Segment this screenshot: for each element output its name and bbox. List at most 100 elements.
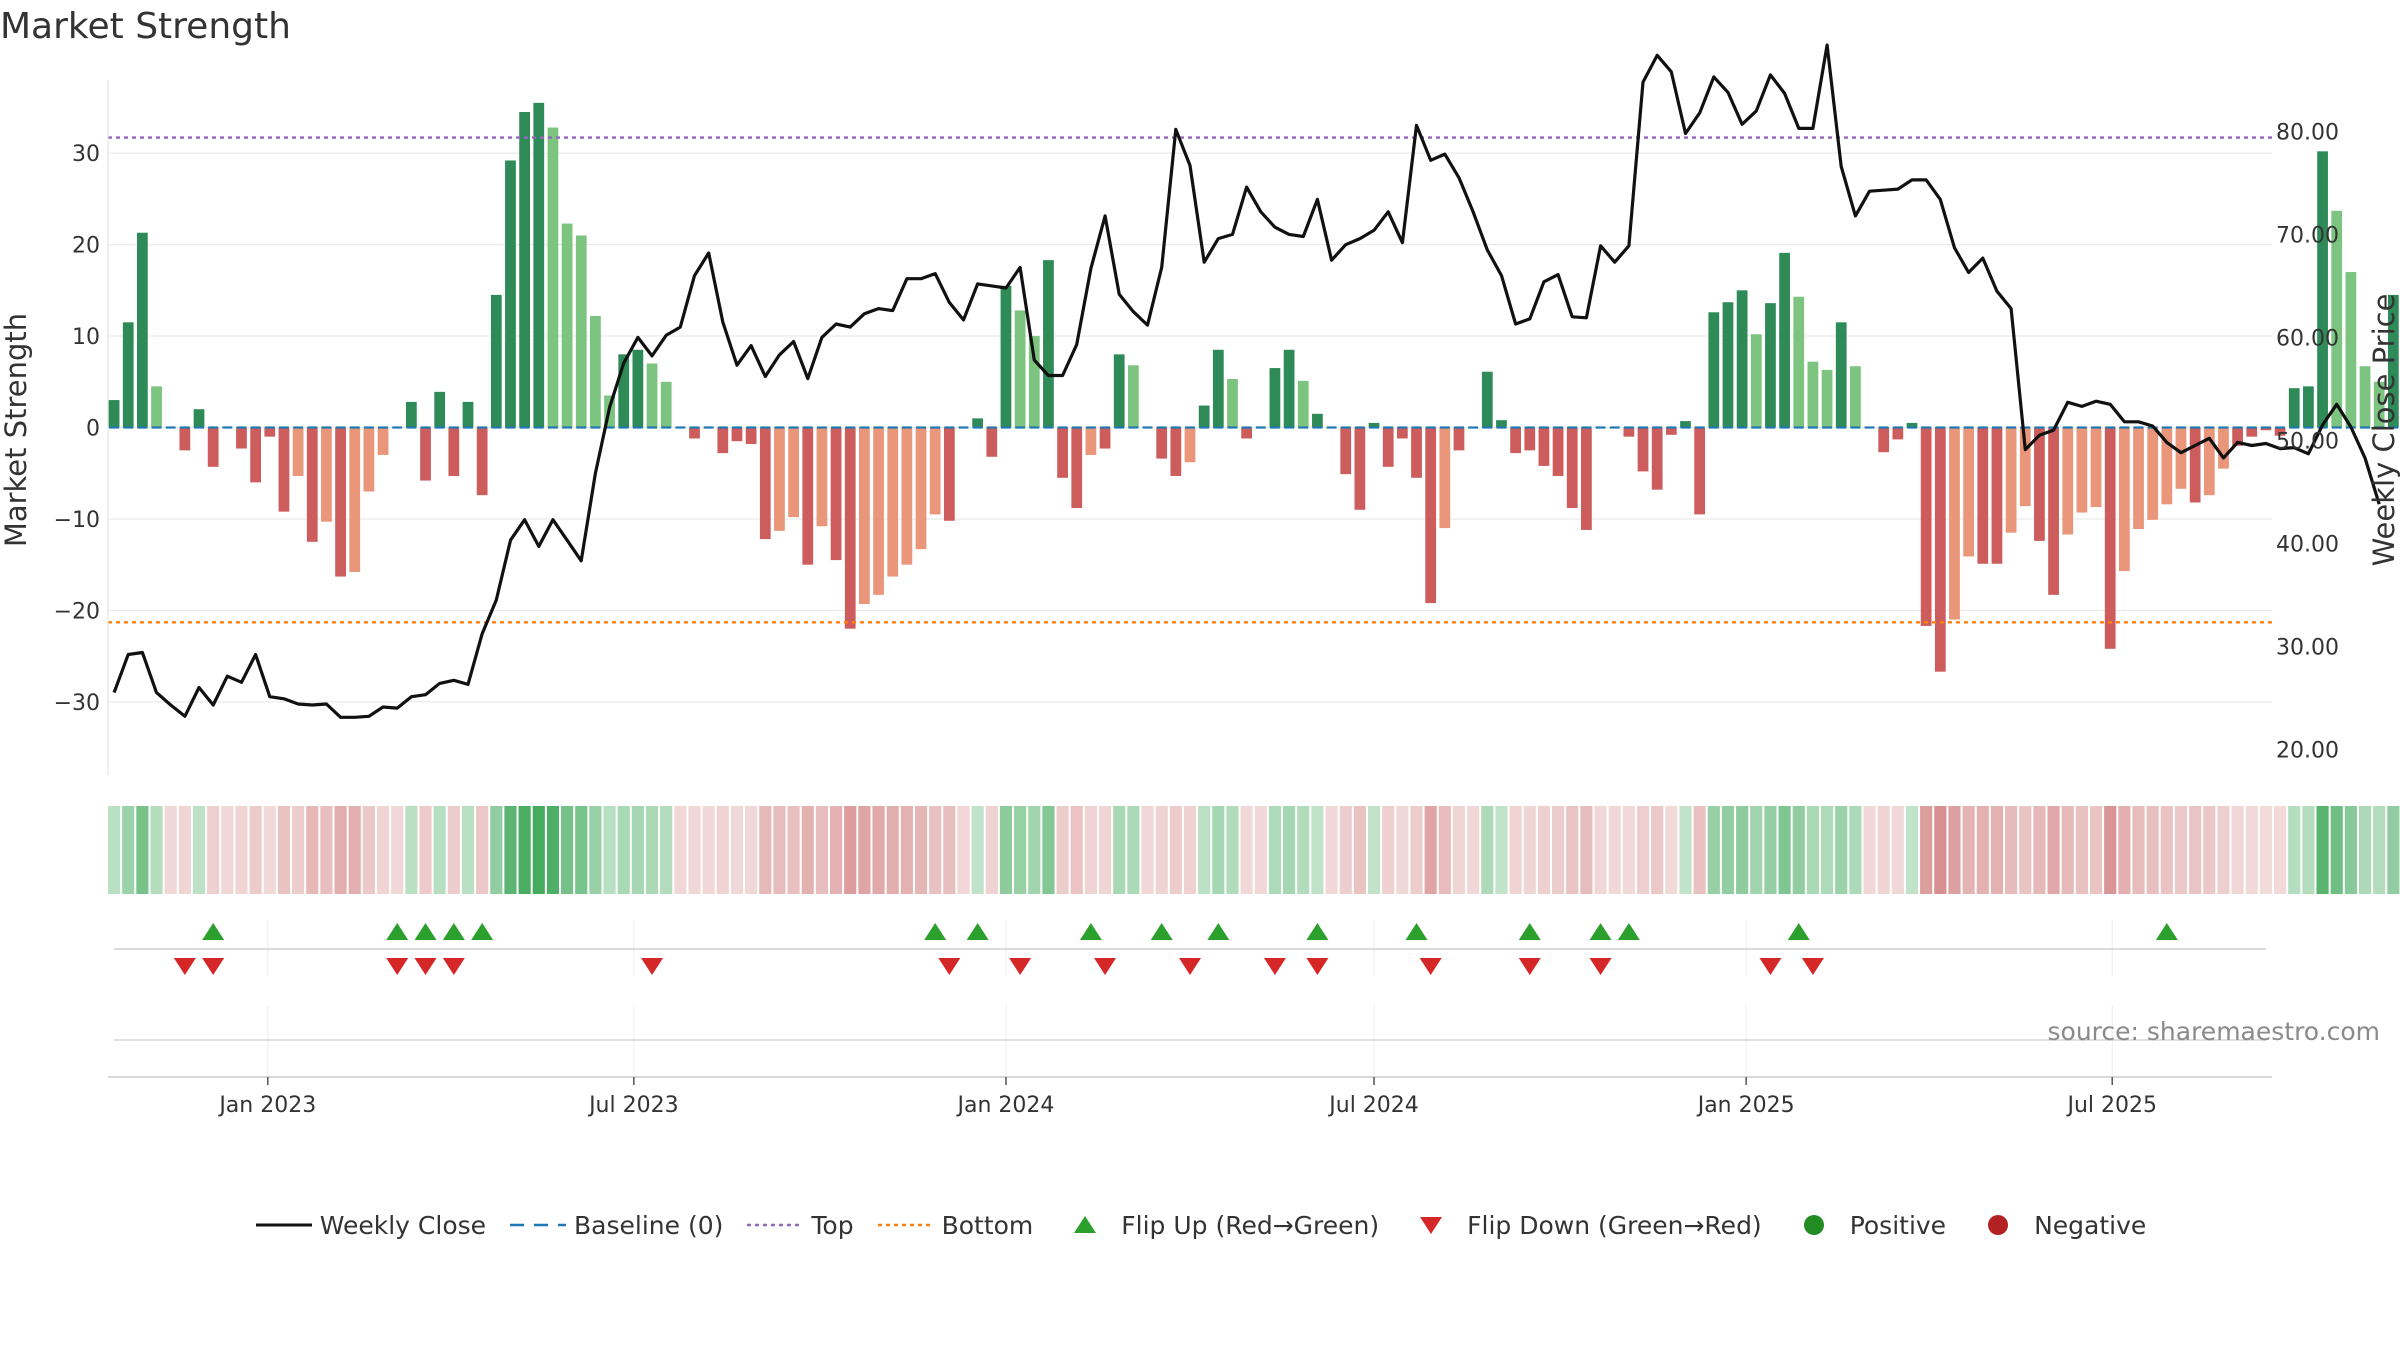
strength-bar: [519, 112, 531, 428]
heat-cell: [1084, 806, 1097, 894]
heat-cell: [1990, 806, 2004, 894]
strength-bar: [179, 427, 191, 451]
strength-bar: [2387, 294, 2399, 428]
heat-cell: [546, 806, 560, 894]
strength-bar: [844, 427, 856, 629]
chart-title: Market Strength: [0, 6, 291, 47]
heat-cell: [716, 806, 729, 894]
heat-cell: [1141, 806, 1154, 894]
strength-bar: [859, 427, 870, 604]
heat-cell: [1481, 806, 1494, 894]
strength-bar: [2317, 151, 2328, 428]
strength-bar: [306, 427, 318, 542]
heat-cell: [476, 806, 489, 894]
strength-bar: [1906, 422, 1918, 428]
strength-bar: [1581, 427, 1592, 530]
heat-cell: [2160, 806, 2173, 894]
strength-bar: [788, 427, 799, 518]
legend-item: Positive: [1784, 1210, 1946, 1240]
heat-cell: [561, 806, 574, 894]
flip-down-marker: [386, 958, 409, 975]
strength-bar: [915, 427, 927, 550]
strength-bar: [2303, 386, 2314, 428]
heat-cell: [1651, 806, 1664, 894]
strength-bar: [363, 427, 375, 492]
heat-cell: [504, 806, 517, 894]
strength-bar: [1113, 354, 1125, 428]
strength-bar: [1227, 379, 1238, 428]
flip-down-marker: [1306, 958, 1329, 975]
strength-bar: [264, 427, 276, 437]
heat-cell: [914, 806, 928, 894]
y2-tick-label: 50.00: [2276, 429, 2339, 454]
heat-cell: [745, 806, 758, 894]
strength-bar: [476, 427, 488, 496]
heat-cell: [1750, 806, 1763, 894]
strength-bar: [1538, 427, 1550, 466]
heat-cell: [1849, 806, 1862, 894]
heat-cell: [2358, 806, 2372, 894]
legend-symbol: [1420, 1217, 1443, 1234]
strength-bar: [1651, 427, 1663, 490]
heat-cell: [2089, 806, 2103, 894]
strength-bar: [405, 401, 417, 428]
strength-bar: [278, 427, 290, 512]
strength-bar: [759, 427, 771, 540]
heat-cell: [1028, 806, 1041, 894]
strength-bar: [108, 400, 120, 428]
flip-down-marker: [1419, 958, 1442, 975]
strength-bar: [2260, 427, 2272, 431]
strength-bar: [1934, 427, 1946, 672]
heat-cell: [2259, 806, 2273, 894]
weekly-close-series: [112, 43, 2381, 719]
heat-cell: [1452, 806, 1466, 894]
strength-bar: [2203, 427, 2215, 496]
heat-cell: [2189, 806, 2202, 894]
heat-cell: [2033, 806, 2046, 894]
strength-bar: [901, 427, 913, 565]
strength-bar: [1198, 405, 1210, 428]
heat-cell: [1707, 806, 1720, 894]
legend-item: Bottom: [876, 1210, 1033, 1240]
heat-cell: [1778, 806, 1791, 894]
heat-cell: [362, 806, 375, 894]
strength-bar: [547, 127, 559, 428]
strength-bar: [1382, 427, 1394, 467]
heat-cell: [1905, 806, 1919, 894]
strength-bar: [745, 427, 757, 444]
strength-bar: [1665, 427, 1677, 435]
heat-cell: [1552, 806, 1565, 894]
heat-cell: [971, 806, 984, 894]
flip-down-marker: [202, 958, 225, 975]
flip-down-marker: [938, 958, 961, 975]
legend-symbol: [1074, 1216, 1097, 1233]
heat-cell: [376, 806, 390, 894]
legend-label: Weekly Close: [319, 1210, 487, 1240]
strength-bar: [1453, 427, 1465, 451]
strength-bar: [2189, 427, 2201, 503]
y2-tick-label: 20.00: [2276, 738, 2339, 763]
strength-bar: [646, 363, 658, 428]
legend-label: Baseline (0): [574, 1210, 724, 1240]
heat-cell: [1283, 806, 1296, 894]
heat-cell: [1311, 806, 1324, 894]
y-tick-label: 0: [86, 417, 100, 442]
flip-up-marker: [1150, 923, 1173, 940]
x-tick-label: Jan 2023: [217, 1093, 316, 1118]
heat-cell: [688, 806, 701, 894]
strength-bar: [2118, 427, 2130, 572]
heat-cell: [2203, 806, 2216, 894]
flip-up-marker: [2155, 923, 2178, 940]
heat-cell: [1339, 806, 1352, 894]
heat-cell: [192, 806, 206, 894]
heat-cell: [787, 806, 800, 894]
heat-cell: [1594, 806, 1607, 894]
heat-cell: [1014, 806, 1027, 894]
heat-cell: [1382, 806, 1395, 894]
strength-bar: [1170, 427, 1182, 476]
y2-tick-label: 30.00: [2276, 635, 2339, 660]
heat-cell: [589, 806, 602, 894]
strength-bar: [1708, 312, 1720, 428]
heat-cell: [1127, 806, 1140, 894]
heat-cell: [277, 806, 291, 894]
